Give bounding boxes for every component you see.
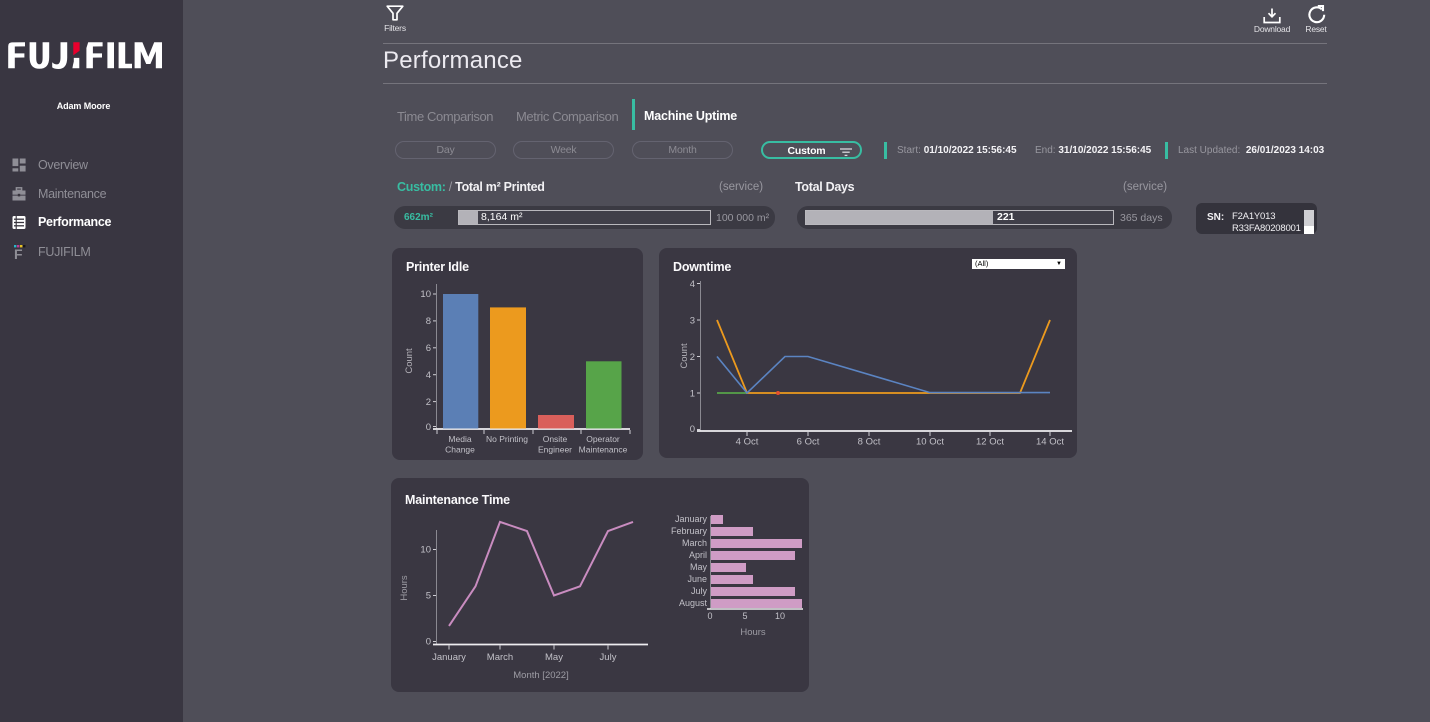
svg-text:6: 6 bbox=[426, 343, 431, 354]
svg-text:2: 2 bbox=[426, 397, 431, 408]
svg-text:Change: Change bbox=[445, 445, 475, 455]
svg-text:January: January bbox=[675, 514, 708, 524]
svg-text:14 Oct: 14 Oct bbox=[1036, 437, 1064, 448]
svg-text:0: 0 bbox=[426, 637, 431, 648]
svg-text:March: March bbox=[682, 538, 707, 548]
svg-text:Count: Count bbox=[404, 348, 415, 374]
svg-text:Operator: Operator bbox=[586, 434, 620, 444]
svg-text:6 Oct: 6 Oct bbox=[797, 437, 820, 448]
svg-text:12 Oct: 12 Oct bbox=[976, 437, 1004, 448]
svg-text:10: 10 bbox=[420, 545, 431, 556]
svg-text:F: F bbox=[14, 246, 23, 260]
svg-text:Hours: Hours bbox=[399, 575, 410, 601]
svg-text:Media: Media bbox=[448, 434, 471, 444]
svg-text:1: 1 bbox=[690, 389, 695, 400]
svg-text:May: May bbox=[690, 562, 708, 572]
svg-text:0: 0 bbox=[426, 422, 431, 433]
svg-text:4 Oct: 4 Oct bbox=[736, 437, 759, 448]
svg-text:May: May bbox=[545, 652, 563, 663]
svg-text:Engineer: Engineer bbox=[538, 445, 572, 455]
svg-text:4: 4 bbox=[426, 370, 431, 381]
svg-text:Month [2022]: Month [2022] bbox=[513, 670, 568, 681]
svg-text:8 Oct: 8 Oct bbox=[858, 437, 881, 448]
svg-text:Maintenance: Maintenance bbox=[579, 445, 628, 455]
svg-text:No Printing: No Printing bbox=[486, 434, 528, 444]
svg-text:0: 0 bbox=[690, 424, 695, 435]
svg-text:10: 10 bbox=[420, 289, 431, 300]
svg-text:0: 0 bbox=[707, 611, 712, 621]
svg-text:3: 3 bbox=[690, 316, 695, 327]
svg-text:4: 4 bbox=[690, 279, 695, 290]
svg-text:8: 8 bbox=[426, 316, 431, 327]
svg-text:Onsite: Onsite bbox=[543, 434, 568, 444]
svg-text:June: June bbox=[687, 574, 707, 584]
svg-text:Hours: Hours bbox=[740, 627, 766, 638]
svg-text:July: July bbox=[600, 652, 617, 663]
svg-text:10 Oct: 10 Oct bbox=[916, 437, 944, 448]
svg-text:April: April bbox=[689, 550, 707, 560]
svg-text:February: February bbox=[671, 526, 708, 536]
svg-text:Count: Count bbox=[679, 343, 690, 369]
svg-text:5: 5 bbox=[742, 611, 747, 621]
svg-text:5: 5 bbox=[426, 591, 431, 602]
svg-text:March: March bbox=[487, 652, 513, 663]
svg-text:January: January bbox=[432, 652, 466, 663]
svg-text:July: July bbox=[691, 586, 708, 596]
svg-text:10: 10 bbox=[775, 611, 785, 621]
svg-text:2: 2 bbox=[690, 352, 695, 363]
svg-text:August: August bbox=[679, 598, 708, 608]
